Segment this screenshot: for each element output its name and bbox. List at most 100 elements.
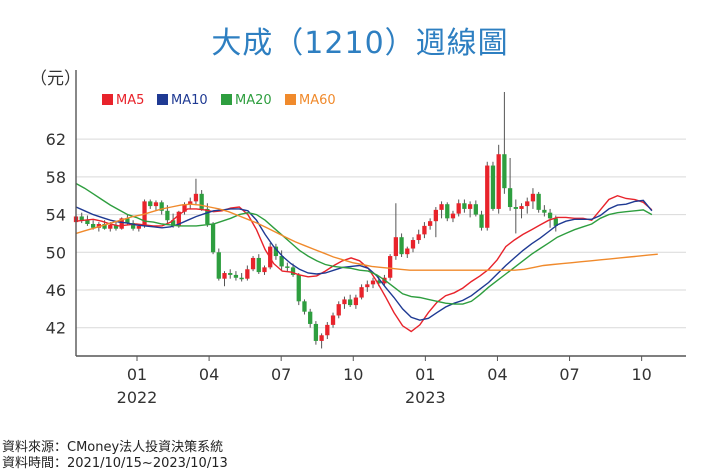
candle-body (159, 202, 164, 211)
candle-body (102, 224, 107, 229)
legend: MA5 MA10 MA20 MA60 (102, 93, 336, 108)
candle-body (433, 209, 438, 222)
candle-body (525, 201, 530, 207)
candle-body (399, 237, 404, 255)
candle-body (216, 252, 221, 279)
candle-body (370, 280, 376, 285)
series-line-ma10 (75, 199, 653, 321)
legend-label: MA5 (116, 93, 144, 108)
candle-body (228, 273, 233, 275)
candle-body (302, 301, 307, 312)
candle-body (193, 193, 199, 202)
legend-swatch (157, 94, 168, 105)
legend-label: MA10 (171, 93, 208, 108)
candle-body (296, 274, 301, 302)
candle-body (153, 202, 159, 207)
candles (73, 92, 558, 349)
candle-body (85, 220, 90, 224)
x-tick-label: 04 (199, 365, 219, 384)
chart-title: 大成（1210）週線圖 (211, 26, 509, 61)
y-tick-labels: 42 46 50 54 58 62 (46, 130, 66, 338)
candle-body (336, 304, 341, 316)
candle-body (313, 323, 319, 341)
x-tick-labels: 01 2022 04 07 10 01 2023 04 07 10 (117, 365, 652, 407)
candle-body (256, 257, 261, 273)
legend-swatch (102, 94, 113, 105)
x-tick-label: 01 (415, 365, 435, 384)
candle-body (285, 266, 290, 268)
candle-body (262, 267, 267, 273)
candle-body (507, 188, 513, 208)
series-line-ma20 (75, 182, 653, 305)
candle-body (439, 204, 444, 210)
y-axis-unit-label: （元） (30, 69, 81, 89)
candle-body (319, 335, 324, 341)
candle-body (553, 218, 558, 226)
candle-body (353, 297, 359, 306)
candle-body (536, 193, 541, 210)
candle-body (239, 277, 244, 280)
candle-body (485, 165, 490, 228)
y-tick-label: 54 (46, 206, 66, 225)
date-range-line: 資料時間：2021/10/15~2023/10/13 (2, 456, 228, 471)
candle-body (513, 207, 518, 209)
candle-body (79, 216, 84, 221)
legend-label: MA20 (235, 93, 272, 108)
candle-body (205, 208, 210, 224)
candle-body (245, 269, 250, 279)
x-tick-label: 07 (271, 365, 291, 384)
candle-body (410, 240, 416, 249)
candle-body (250, 257, 256, 270)
candle-body (108, 224, 113, 229)
candle-body (273, 246, 279, 257)
candle-body (188, 201, 193, 205)
candle-body (148, 201, 153, 207)
candle-body (547, 212, 553, 219)
x-tick-label: 01 (127, 365, 147, 384)
candle-body (136, 225, 141, 229)
y-tick-label: 62 (46, 130, 66, 149)
candle-body (416, 234, 421, 241)
candlestick-chart: 42 46 50 54 58 62 01 2022 04 07 10 01 2023 04 07 10 MA… (46, 70, 686, 407)
candle-body (199, 193, 204, 209)
axes (75, 70, 686, 361)
x-tick-label: 04 (487, 365, 507, 384)
candle-body (90, 224, 96, 228)
moving-average-lines (75, 182, 658, 333)
candle-body (165, 210, 170, 221)
candle-body (308, 311, 313, 324)
candle-body (222, 273, 227, 279)
candle-body (502, 154, 507, 189)
candle-body (467, 204, 473, 209)
candle-body (365, 284, 370, 288)
candle-body (96, 224, 101, 228)
candle-body (290, 267, 296, 275)
legend-label: MA60 (299, 93, 336, 108)
candle-body (473, 204, 478, 215)
y-tick-label: 42 (46, 319, 66, 338)
candle-body (445, 204, 450, 219)
candle-body (176, 211, 181, 226)
candle-body (393, 237, 399, 257)
candle-body (348, 299, 353, 306)
candle-body (325, 324, 330, 336)
candle-body (113, 224, 119, 229)
x-tick-label: 07 (559, 365, 579, 384)
candle-body (342, 299, 347, 305)
candle-body (279, 256, 284, 267)
candle-body (130, 223, 136, 229)
candle-body (210, 224, 216, 253)
candle-body (519, 206, 524, 209)
candle-body (462, 203, 467, 209)
source-note: 資料來源：CMoney法人投資決策系統 資料時間：2021/10/15~2023… (2, 440, 228, 472)
candle-body (490, 165, 496, 209)
candle-body (330, 315, 336, 325)
x-tick-label: 10 (343, 365, 363, 384)
y-tick-label: 46 (46, 281, 66, 300)
source-line: 資料來源：CMoney法人投資決策系統 (2, 440, 224, 455)
candle-body (542, 209, 547, 213)
y-tick-label: 50 (46, 243, 66, 262)
candle-body (530, 193, 536, 202)
candle-body (388, 256, 393, 278)
x-year-label: 2022 (117, 388, 158, 407)
